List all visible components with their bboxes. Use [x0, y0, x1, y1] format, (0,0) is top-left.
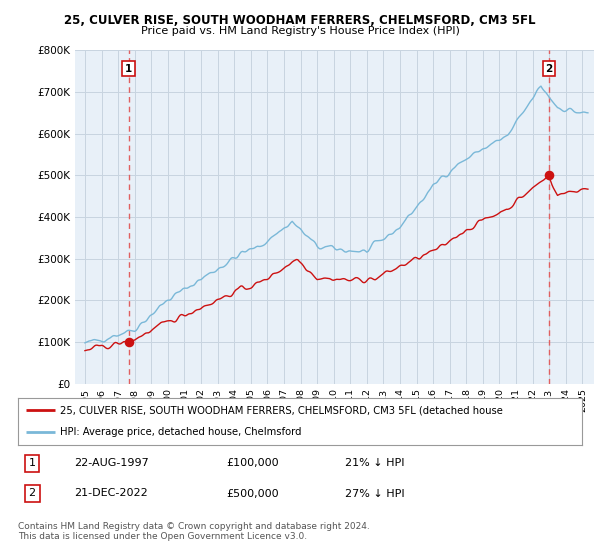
Text: 25, CULVER RISE, SOUTH WOODHAM FERRERS, CHELMSFORD, CM3 5FL: 25, CULVER RISE, SOUTH WOODHAM FERRERS, … [64, 14, 536, 27]
Text: £100,000: £100,000 [227, 459, 280, 468]
Point [124, 338, 134, 347]
Text: 2: 2 [545, 64, 553, 74]
Text: 21-DEC-2022: 21-DEC-2022 [74, 488, 148, 498]
Point [544, 171, 554, 180]
Text: 21% ↓ HPI: 21% ↓ HPI [345, 459, 404, 468]
Text: Price paid vs. HM Land Registry's House Price Index (HPI): Price paid vs. HM Land Registry's House … [140, 26, 460, 36]
Text: 1: 1 [125, 64, 133, 74]
Text: Contains HM Land Registry data © Crown copyright and database right 2024.
This d: Contains HM Land Registry data © Crown c… [18, 522, 370, 542]
Text: £500,000: £500,000 [227, 488, 280, 498]
Text: HPI: Average price, detached house, Chelmsford: HPI: Average price, detached house, Chel… [60, 427, 302, 437]
Text: 25, CULVER RISE, SOUTH WOODHAM FERRERS, CHELMSFORD, CM3 5FL (detached house: 25, CULVER RISE, SOUTH WOODHAM FERRERS, … [60, 405, 503, 416]
Text: 2: 2 [29, 488, 35, 498]
Text: 1: 1 [29, 459, 35, 468]
Text: 27% ↓ HPI: 27% ↓ HPI [345, 488, 405, 498]
Text: 22-AUG-1997: 22-AUG-1997 [74, 459, 149, 468]
